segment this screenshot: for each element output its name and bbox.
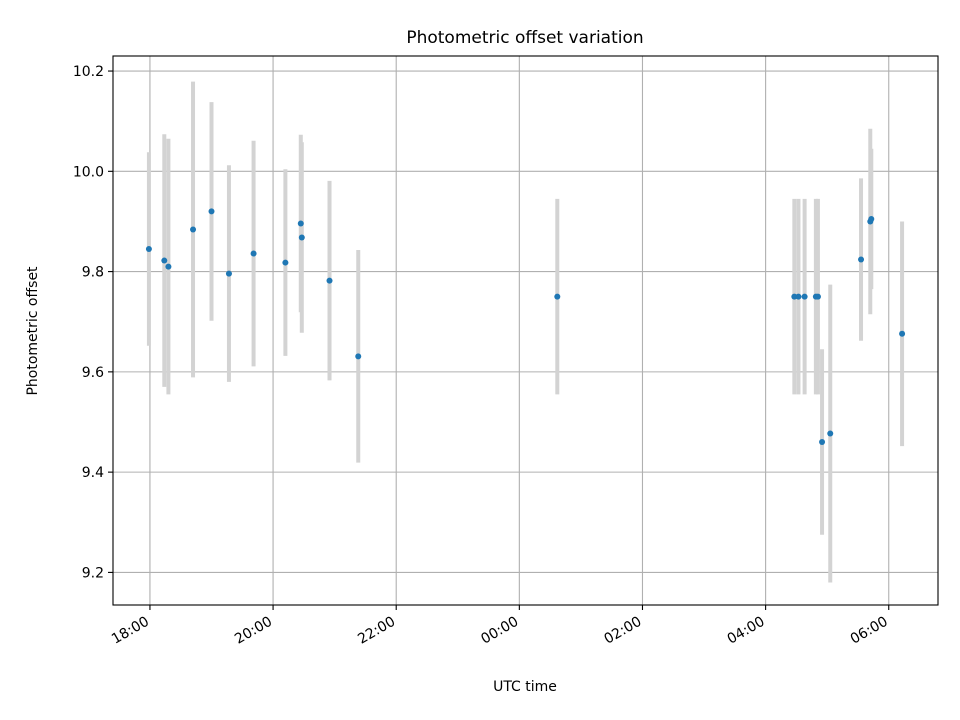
grid xyxy=(113,56,938,605)
data-point xyxy=(297,220,304,227)
data-point xyxy=(208,208,215,215)
chart-title: Photometric offset variation xyxy=(406,28,643,48)
data-point xyxy=(282,259,289,266)
data-point xyxy=(250,250,257,257)
y-tick-label: 10.0 xyxy=(73,164,104,180)
y-tick-label: 9.6 xyxy=(82,365,104,381)
data-point xyxy=(795,293,802,300)
data-point xyxy=(819,439,826,446)
data-point xyxy=(554,293,561,300)
data-point xyxy=(899,330,906,337)
y-tick-label: 9.2 xyxy=(82,565,104,581)
plot-frame xyxy=(112,55,939,606)
data-point xyxy=(190,226,197,233)
data-point xyxy=(827,430,834,437)
x-axis-label: UTC time xyxy=(493,679,557,695)
data-point xyxy=(165,263,172,270)
y-tick-label: 9.8 xyxy=(82,265,104,281)
data-point xyxy=(868,215,875,222)
data-point xyxy=(791,293,798,300)
y-tick-label: 9.4 xyxy=(82,465,104,481)
data-point xyxy=(801,293,808,300)
y-axis-label: Photometric offset xyxy=(25,266,41,396)
y-tick-label: 10.2 xyxy=(73,64,104,80)
data-point xyxy=(326,277,333,284)
y-ticks: 9.2 9.4 9.6 9.8 10.0 10.2 xyxy=(73,64,113,581)
data-point xyxy=(225,270,232,277)
data-point xyxy=(355,353,362,360)
data-points xyxy=(145,208,906,446)
data-point xyxy=(814,293,821,300)
data-point xyxy=(298,234,305,241)
data-point xyxy=(145,246,152,253)
data-point xyxy=(858,256,865,263)
data-point xyxy=(161,257,168,264)
